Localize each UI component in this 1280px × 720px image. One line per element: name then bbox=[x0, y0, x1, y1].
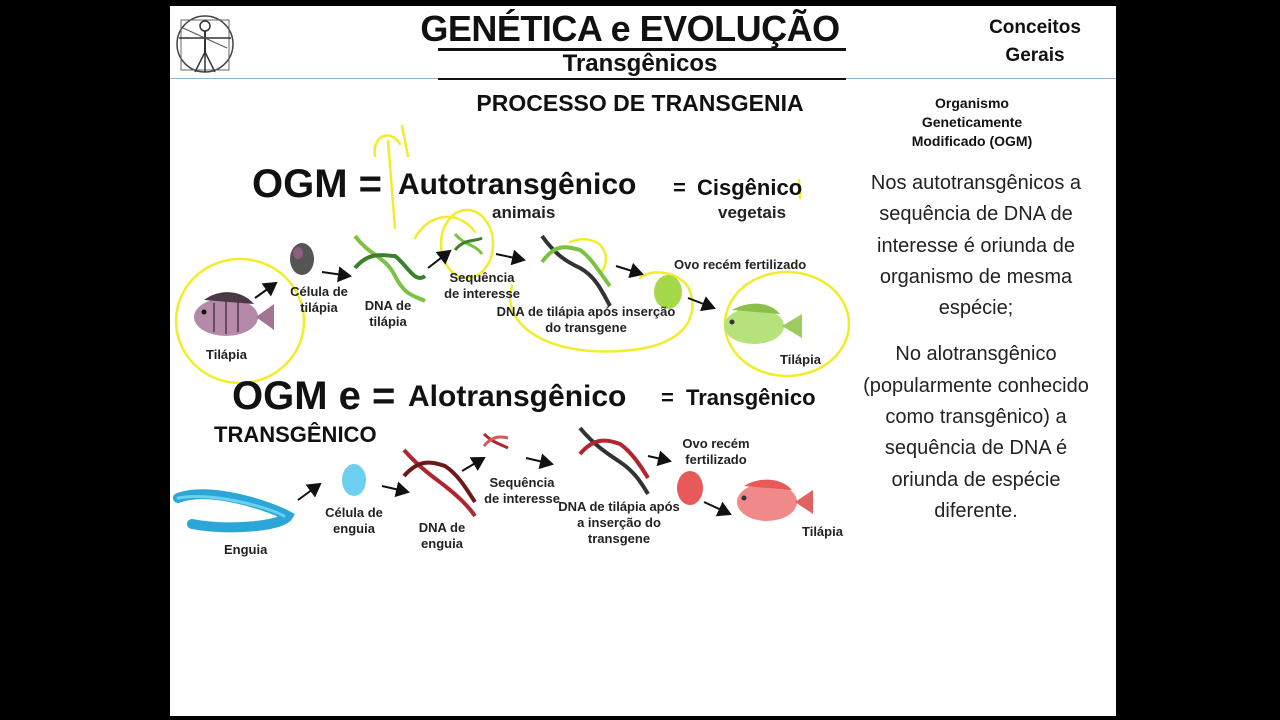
dna-after-insertion-red-icon bbox=[578, 426, 650, 496]
sequence-red-icon bbox=[482, 432, 509, 450]
subtitle-underline bbox=[438, 78, 846, 80]
alo-explanation: No alotransgênico (popularmente conhecid… bbox=[863, 343, 1089, 522]
tilapia-red-fish bbox=[737, 479, 813, 521]
dna-after-label-1: DNA de tilápia após inserção do transgen… bbox=[496, 304, 676, 335]
ogm-auto-label: OGM = bbox=[252, 162, 383, 206]
eel-dna-icon bbox=[402, 448, 477, 518]
section-title: PROCESSO DE TRANSGENIA bbox=[476, 90, 804, 116]
page-subtitle: Transgênicos bbox=[562, 50, 718, 77]
concept-line-2: Gerais bbox=[1005, 45, 1065, 66]
fertilized-egg-green-icon bbox=[654, 275, 682, 309]
autotransgenic-term: Autotransgênico bbox=[398, 168, 637, 201]
arrow bbox=[297, 482, 322, 501]
arrow bbox=[615, 262, 644, 279]
arrow bbox=[321, 266, 352, 283]
allotransgenic-term: Alotransgênico bbox=[408, 380, 627, 413]
arrow bbox=[495, 249, 526, 266]
egg-label-2: Ovo recém fertilizado bbox=[682, 436, 750, 467]
arrow bbox=[427, 249, 452, 269]
equals-sign-2: = bbox=[661, 385, 674, 410]
sequence-label-1: Sequência de interesse bbox=[444, 270, 520, 301]
plants-label: vegetais bbox=[718, 203, 787, 222]
side-explanation: Nos autotransgênicos a sequência de DNA … bbox=[856, 168, 1096, 542]
slide: GENÉTICA e EVOLUÇÃO Transgênicos Conceit… bbox=[170, 6, 1116, 716]
ogm-def-line-1: Organismo bbox=[935, 95, 1009, 111]
eel-cell-icon bbox=[342, 464, 366, 496]
vitruvian-man-logo bbox=[176, 15, 234, 73]
dna-after-label-2: DNA de tilápia após a inserção do transg… bbox=[558, 499, 680, 546]
equals-sign: = bbox=[673, 175, 686, 200]
tilapia-dna-icon bbox=[353, 234, 427, 303]
fertilized-egg-red-icon bbox=[677, 471, 703, 505]
egg-label-1: Ovo recém fertilizado bbox=[674, 257, 807, 272]
transgenic-caps-label: TRANSGÊNICO bbox=[214, 422, 377, 447]
diagram-artwork bbox=[173, 124, 851, 533]
arrow bbox=[525, 453, 554, 470]
arrow bbox=[254, 281, 278, 299]
tilapia-cell-icon bbox=[290, 243, 314, 275]
auto-explanation: Nos autotransgênicos a sequência de DNA … bbox=[870, 172, 1082, 320]
ogm-definition: Organismo Geneticamente Modificado (OGM) bbox=[882, 94, 1062, 151]
page-title: GENÉTICA e EVOLUÇÃO bbox=[420, 8, 840, 49]
eel-dna-label: DNA de enguia bbox=[418, 520, 466, 551]
arrow bbox=[381, 481, 410, 498]
arrow bbox=[703, 501, 732, 517]
concept-label: Conceitos Gerais bbox=[970, 14, 1100, 70]
tilapia-cell-label: Célula de tilápia bbox=[290, 284, 348, 315]
transgenic-term: Transgênico bbox=[686, 385, 816, 410]
sequence-green-icon bbox=[453, 232, 484, 255]
tilapia-right-label: Tilápia bbox=[780, 352, 821, 367]
arrow bbox=[687, 296, 716, 312]
concept-line-1: Conceitos bbox=[989, 17, 1081, 38]
tilapia-red-label: Tilápia bbox=[802, 524, 843, 539]
eel-fish bbox=[173, 489, 295, 533]
dna-after-insertion-icon bbox=[540, 234, 612, 307]
tilapia-dna-label: DNA de tilápia bbox=[364, 298, 412, 329]
highlight-annotations bbox=[174, 124, 851, 385]
arrow bbox=[461, 456, 486, 472]
tilapia-right-fish bbox=[724, 303, 802, 344]
tilapia-left-fish bbox=[194, 292, 274, 336]
ogm-def-line-3: Modificado (OGM) bbox=[911, 133, 1033, 149]
arrow bbox=[647, 450, 672, 467]
title-underline bbox=[438, 48, 846, 51]
animals-label: animais bbox=[492, 203, 556, 222]
ogm-alo-label: OGM e = bbox=[232, 374, 396, 418]
sequence-label-2: Sequência de interesse bbox=[484, 475, 560, 506]
eel-label: Enguia bbox=[224, 542, 268, 557]
cisgenic-term: Cisgênico bbox=[697, 175, 803, 200]
ogm-def-line-2: Geneticamente bbox=[921, 114, 1023, 130]
eel-cell-label: Célula de enguia bbox=[325, 505, 383, 536]
tilapia-left-label: Tilápia bbox=[206, 347, 247, 362]
